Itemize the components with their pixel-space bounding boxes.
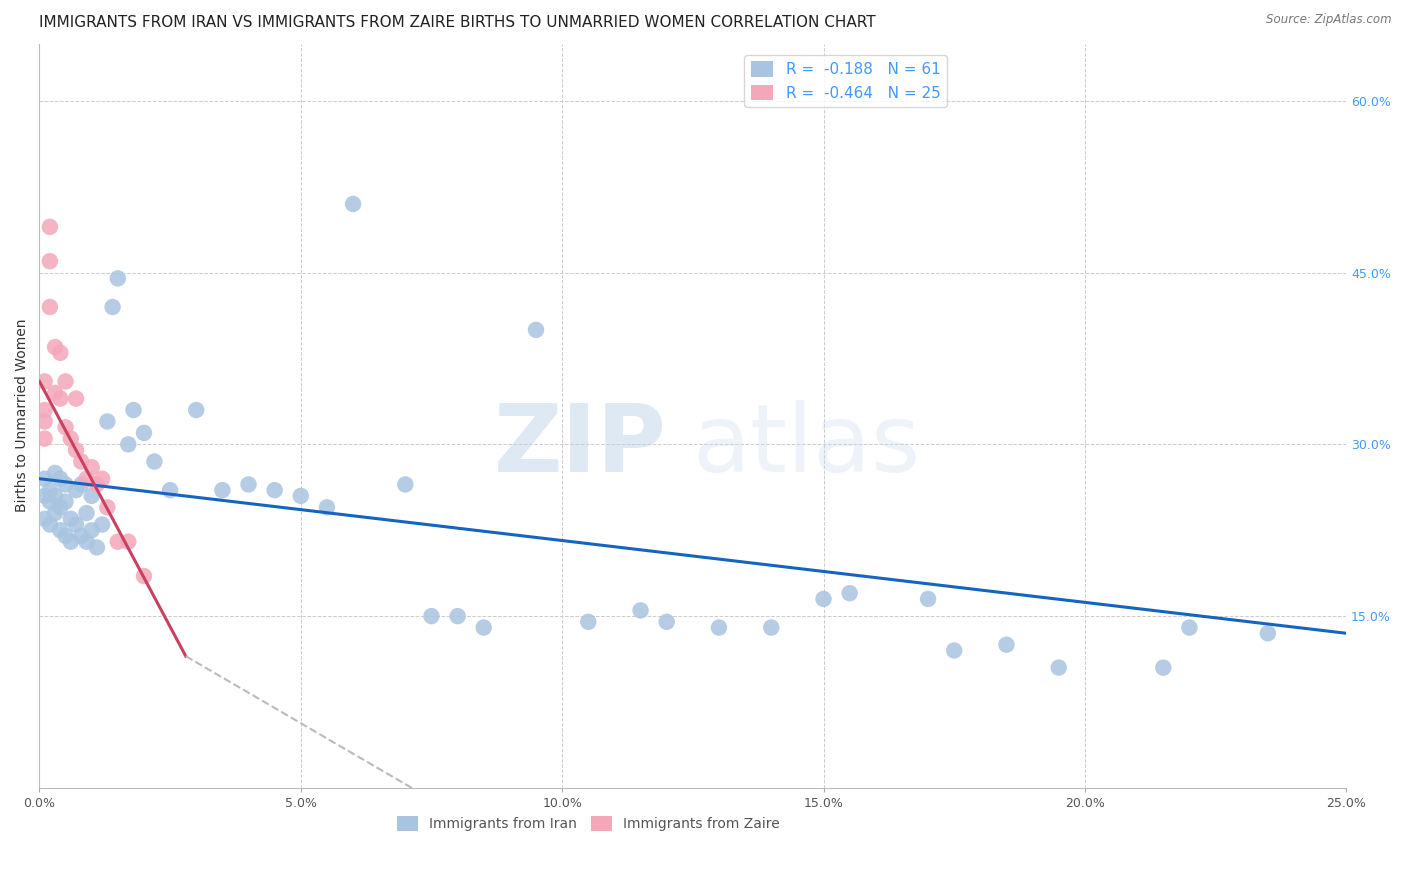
Point (630, 603, 652, 617)
Point (38, 517, 60, 532)
Point (143, 454, 166, 468)
Point (44, 340, 66, 354)
Point (80, 460, 103, 475)
Y-axis label: Births to Unmarried Women: Births to Unmarried Women (15, 319, 30, 513)
Point (34, 512, 56, 526)
Text: IMMIGRANTS FROM IRAN VS IMMIGRANTS FROM ZAIRE BIRTHS TO UNMARRIED WOMEN CORRELAT: IMMIGRANTS FROM IRAN VS IMMIGRANTS FROM … (39, 15, 876, 30)
Point (290, 489, 312, 503)
Point (38, 254, 60, 268)
Point (38, 300, 60, 314)
Point (38, 483, 60, 498)
Point (132, 425, 155, 440)
Point (917, 591, 939, 606)
Point (49, 345, 72, 359)
Point (186, 403, 208, 417)
Point (132, 569, 155, 583)
Point (65, 392, 87, 406)
Point (159, 483, 181, 498)
Point (75, 506, 97, 520)
Point (420, 609, 443, 624)
Point (1257, 626, 1279, 640)
Point (707, 621, 730, 635)
Point (122, 403, 145, 417)
Point (316, 500, 339, 515)
Point (55, 375, 77, 389)
Point (263, 483, 285, 498)
Point (55, 477, 77, 491)
Point (91, 517, 114, 532)
Point (34, 472, 56, 486)
Point (49, 472, 72, 486)
Point (80, 489, 103, 503)
Point (49, 392, 72, 406)
Point (59, 512, 82, 526)
Point (44, 489, 66, 503)
Point (96, 415, 118, 429)
Point (38, 494, 60, 508)
Point (995, 638, 1018, 652)
Point (65, 517, 87, 532)
Point (75, 534, 97, 549)
Point (91, 472, 114, 486)
Point (44, 466, 66, 480)
Point (211, 483, 233, 498)
Point (472, 621, 495, 635)
Point (86, 541, 108, 555)
Point (75, 472, 97, 486)
Text: atlas: atlas (693, 400, 921, 491)
Point (44, 506, 66, 520)
Point (70, 529, 93, 543)
Text: Source: ZipAtlas.com: Source: ZipAtlas.com (1267, 13, 1392, 27)
Point (70, 454, 93, 468)
Point (101, 300, 124, 314)
Point (55, 494, 77, 508)
Point (1178, 621, 1201, 635)
Point (107, 271, 129, 285)
Point (34, 489, 56, 503)
Point (55, 420, 77, 434)
Point (59, 432, 82, 446)
Point (524, 323, 547, 337)
Point (70, 477, 93, 491)
Point (86, 477, 108, 491)
Point (96, 500, 118, 515)
Point (44, 385, 66, 400)
Point (238, 477, 260, 491)
Point (117, 437, 139, 451)
Point (49, 500, 72, 515)
Point (813, 591, 835, 606)
Point (394, 477, 416, 491)
Point (838, 586, 860, 600)
Point (34, 415, 56, 429)
Point (38, 219, 60, 234)
Point (65, 483, 87, 498)
Point (65, 443, 87, 458)
Point (34, 375, 56, 389)
Point (55, 529, 77, 543)
Point (576, 615, 599, 629)
Point (342, 197, 364, 211)
Text: ZIP: ZIP (494, 400, 666, 491)
Point (80, 523, 103, 537)
Point (655, 615, 678, 629)
Point (34, 403, 56, 417)
Point (1047, 660, 1070, 674)
Point (117, 534, 139, 549)
Point (1152, 660, 1174, 674)
Point (446, 609, 468, 624)
Point (59, 534, 82, 549)
Point (49, 523, 72, 537)
Legend: Immigrants from Iran, Immigrants from Zaire: Immigrants from Iran, Immigrants from Za… (391, 811, 785, 837)
Point (761, 621, 783, 635)
Point (34, 432, 56, 446)
Point (107, 534, 129, 549)
Point (943, 643, 966, 657)
